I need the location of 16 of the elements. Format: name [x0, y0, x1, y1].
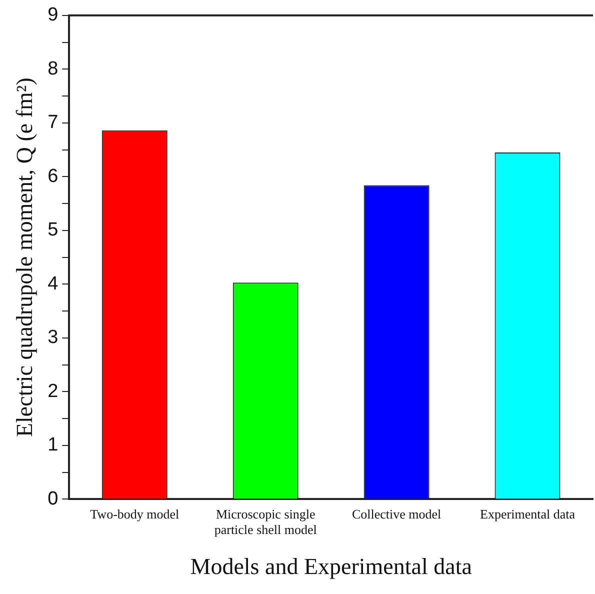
y-tick-label: 8 [48, 58, 58, 80]
y-tick-label: 0 [48, 488, 58, 510]
y-axis-title: Electric quadrupole moment, Q (e fm²) [12, 78, 37, 438]
y-tick-label: 2 [48, 380, 58, 402]
x-tick-label: Two-body model [90, 506, 180, 522]
x-axis-title: Models and Experimental data [190, 554, 472, 580]
y-tick-label: 6 [48, 166, 58, 187]
x-tick-label: Microscopic single particle shell model [214, 506, 318, 538]
y-tick-label: 3 [48, 327, 58, 348]
x-tick-label: Collective model [352, 506, 442, 522]
y-tick-label: 1 [48, 434, 58, 456]
y-tick-label: 4 [48, 273, 59, 294]
y-tick-label: 7 [48, 112, 58, 134]
y-tick-label: 5 [48, 220, 58, 241]
x-tick-label: Experimental data [480, 506, 576, 522]
y-tick-label: 9 [48, 4, 58, 26]
